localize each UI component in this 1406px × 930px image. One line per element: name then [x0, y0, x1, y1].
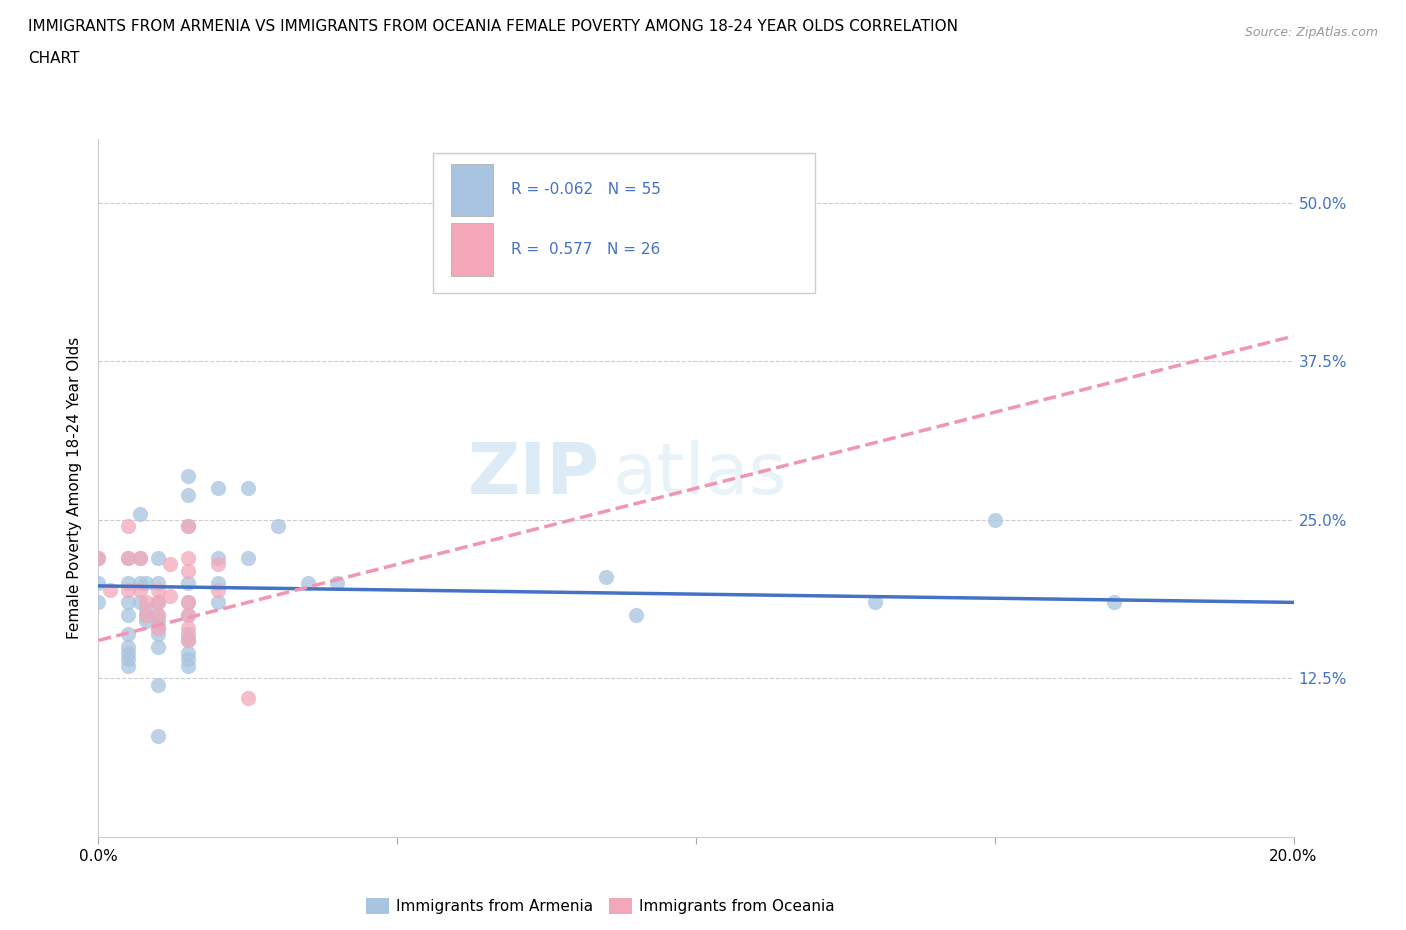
- Point: [148, 614, 170, 629]
- Point: [148, 607, 170, 622]
- Point: [267, 519, 290, 534]
- Text: R =  0.577   N = 26: R = 0.577 N = 26: [510, 242, 659, 258]
- Point: [87, 551, 110, 565]
- Point: [135, 607, 157, 622]
- Point: [1104, 595, 1126, 610]
- Point: [177, 652, 200, 667]
- Point: [117, 595, 139, 610]
- Point: [297, 576, 319, 591]
- FancyBboxPatch shape: [451, 164, 494, 217]
- Text: ZIP: ZIP: [468, 440, 600, 509]
- Point: [135, 576, 157, 591]
- Point: [177, 519, 200, 534]
- Point: [135, 595, 157, 610]
- Point: [117, 627, 139, 642]
- Point: [207, 557, 229, 572]
- Point: [177, 627, 200, 642]
- Point: [626, 607, 648, 622]
- Point: [207, 582, 229, 597]
- Point: [159, 589, 181, 604]
- FancyBboxPatch shape: [451, 223, 494, 275]
- Point: [129, 595, 152, 610]
- Point: [117, 551, 139, 565]
- Point: [129, 551, 152, 565]
- Point: [148, 620, 170, 635]
- Point: [148, 551, 170, 565]
- Point: [129, 506, 152, 521]
- Point: [148, 677, 170, 692]
- Point: [236, 690, 259, 705]
- Point: [117, 652, 139, 667]
- Point: [685, 195, 707, 210]
- Point: [117, 519, 139, 534]
- Point: [177, 607, 200, 622]
- Point: [135, 602, 157, 617]
- Point: [117, 582, 139, 597]
- Point: [177, 633, 200, 648]
- Point: [177, 564, 200, 578]
- Point: [129, 576, 152, 591]
- FancyBboxPatch shape: [433, 153, 815, 293]
- Legend: Immigrants from Armenia, Immigrants from Oceania: Immigrants from Armenia, Immigrants from…: [360, 892, 841, 920]
- Point: [177, 551, 200, 565]
- Point: [207, 595, 229, 610]
- Point: [236, 481, 259, 496]
- Point: [148, 728, 170, 743]
- Point: [148, 582, 170, 597]
- Point: [87, 576, 110, 591]
- Point: [148, 595, 170, 610]
- Point: [326, 576, 349, 591]
- Point: [117, 576, 139, 591]
- Point: [177, 468, 200, 483]
- Point: [865, 595, 887, 610]
- Point: [207, 576, 229, 591]
- Point: [87, 551, 110, 565]
- Point: [148, 620, 170, 635]
- Point: [177, 645, 200, 660]
- Point: [117, 639, 139, 654]
- Point: [129, 551, 152, 565]
- Text: Source: ZipAtlas.com: Source: ZipAtlas.com: [1244, 26, 1378, 39]
- Point: [207, 551, 229, 565]
- Point: [177, 576, 200, 591]
- Point: [177, 487, 200, 502]
- Point: [148, 576, 170, 591]
- Point: [177, 607, 200, 622]
- Point: [148, 627, 170, 642]
- Y-axis label: Female Poverty Among 18-24 Year Olds: Female Poverty Among 18-24 Year Olds: [67, 338, 83, 640]
- Text: atlas: atlas: [613, 440, 787, 509]
- Point: [236, 551, 259, 565]
- Point: [148, 595, 170, 610]
- Point: [117, 551, 139, 565]
- Point: [117, 607, 139, 622]
- Point: [177, 658, 200, 673]
- Text: CHART: CHART: [28, 51, 80, 66]
- Point: [159, 557, 181, 572]
- Point: [117, 645, 139, 660]
- Point: [135, 614, 157, 629]
- Point: [177, 595, 200, 610]
- Point: [984, 512, 1007, 527]
- Point: [177, 620, 200, 635]
- Point: [100, 582, 122, 597]
- Point: [135, 607, 157, 622]
- Point: [148, 607, 170, 622]
- Point: [595, 569, 617, 584]
- Point: [87, 595, 110, 610]
- Point: [177, 633, 200, 648]
- Point: [207, 481, 229, 496]
- Point: [177, 595, 200, 610]
- Point: [117, 658, 139, 673]
- Text: R = -0.062   N = 55: R = -0.062 N = 55: [510, 182, 661, 197]
- Point: [177, 519, 200, 534]
- Point: [148, 639, 170, 654]
- Point: [129, 582, 152, 597]
- Text: IMMIGRANTS FROM ARMENIA VS IMMIGRANTS FROM OCEANIA FEMALE POVERTY AMONG 18-24 YE: IMMIGRANTS FROM ARMENIA VS IMMIGRANTS FR…: [28, 19, 957, 33]
